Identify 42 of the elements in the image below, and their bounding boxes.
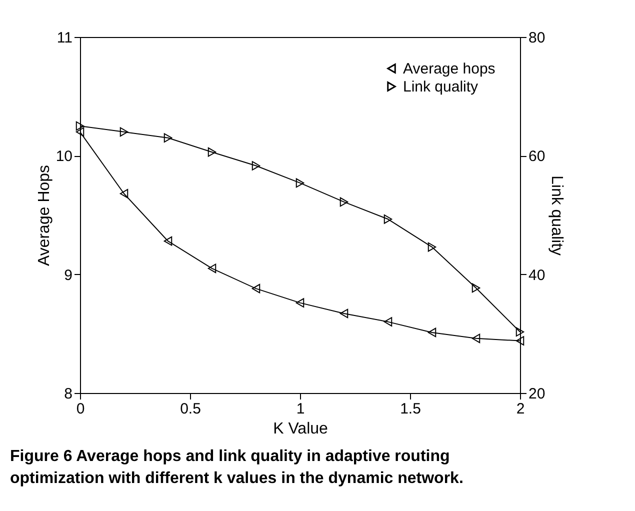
point — [296, 178, 304, 188]
point — [164, 236, 172, 246]
point — [472, 334, 480, 344]
point — [384, 317, 392, 326]
y2-tick-label: 60 — [528, 148, 546, 166]
y-tick-label: 9 — [64, 266, 72, 284]
y2-tick-label: 20 — [528, 386, 546, 402]
y-axis-title: Average Hops — [36, 164, 53, 266]
point — [428, 242, 436, 252]
point — [120, 188, 128, 198]
x-tick-label: 0.5 — [180, 400, 201, 418]
point — [516, 327, 524, 337]
point — [252, 284, 260, 294]
x-tick-label: 2 — [516, 400, 525, 418]
x-tick-label: 1.5 — [400, 400, 421, 418]
y2-tick-label: 80 — [528, 30, 546, 46]
point — [296, 298, 304, 308]
point — [76, 121, 84, 131]
point — [208, 147, 216, 157]
y-tick-label: 11 — [56, 30, 72, 46]
legend-label: Average hops — [403, 60, 496, 78]
y-tick-label: 8 — [64, 386, 72, 402]
point — [428, 328, 436, 338]
point — [340, 197, 348, 207]
point — [472, 283, 480, 293]
point — [516, 336, 524, 346]
y-tick-label: 10 — [56, 148, 72, 166]
point — [164, 133, 172, 143]
y2-tick-label: 40 — [528, 266, 546, 284]
x-tick-label: 1 — [296, 400, 305, 418]
point — [208, 264, 216, 274]
point — [252, 161, 260, 170]
point — [76, 127, 84, 137]
legend-label: Link quality — [403, 78, 479, 96]
text: optimization with different k values in the dynamic network. — [10, 470, 464, 487]
point — [340, 308, 348, 318]
point — [120, 127, 128, 137]
caption: Figure 6 Average hops and link quality in adaptive routing — [10, 448, 450, 465]
point — [384, 214, 392, 224]
y2-axis-title: Link quality — [548, 175, 566, 256]
x-tick-label: 0 — [76, 400, 85, 418]
x-axis-title: K Value — [273, 420, 328, 438]
